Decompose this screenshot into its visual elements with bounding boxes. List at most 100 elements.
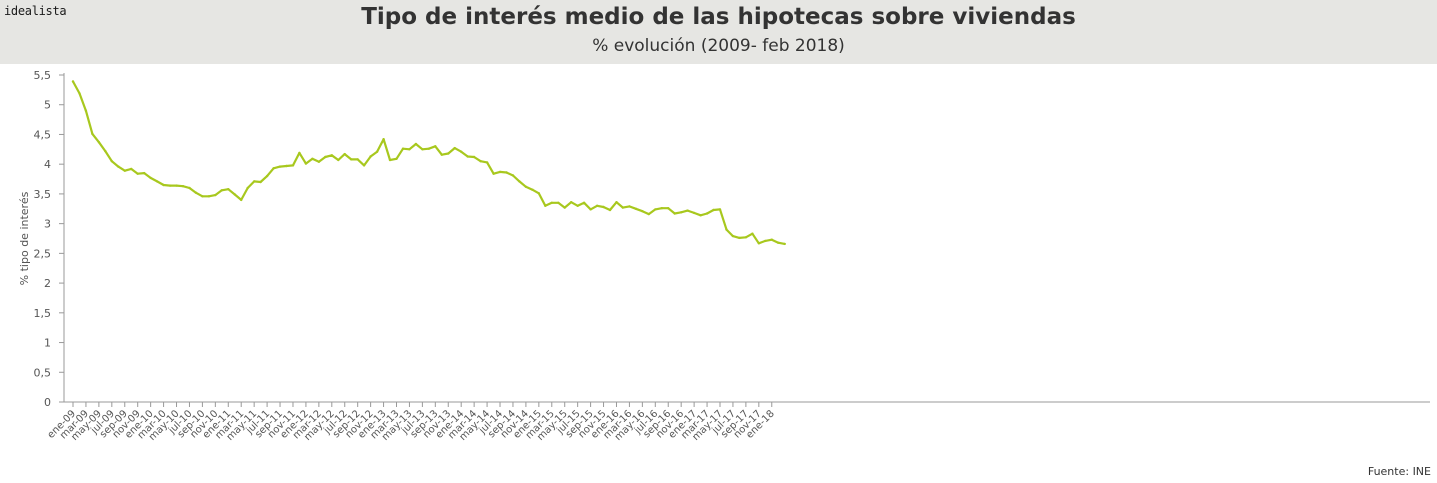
data-point: [311, 157, 314, 160]
data-point: [298, 151, 301, 155]
data-point: [427, 147, 430, 150]
data-point: [621, 206, 625, 209]
data-point: [246, 186, 249, 190]
data-point: [777, 241, 780, 244]
data-point: [143, 171, 146, 175]
y-tick-label: 5: [44, 99, 51, 112]
data-point: [466, 155, 469, 158]
data-point: [278, 165, 282, 168]
data-point: [71, 80, 75, 83]
data-point: [550, 201, 553, 204]
data-point: [350, 158, 353, 161]
data-point: [582, 201, 586, 204]
data-point: [330, 154, 333, 157]
data-point: [401, 147, 405, 150]
y-tick-label: 4,5: [34, 128, 52, 141]
data-point: [317, 160, 321, 163]
data-point: [356, 158, 359, 161]
y-tick-label: 4: [44, 158, 51, 171]
data-point: [673, 212, 676, 215]
y-axis-label: % tipo de interés: [18, 191, 31, 285]
data-point: [699, 214, 702, 217]
data-point: [595, 204, 599, 207]
data-point: [175, 184, 178, 187]
data-point: [537, 192, 540, 195]
data-point: [460, 150, 463, 153]
y-tick-label: 5,5: [34, 69, 52, 82]
data-point: [233, 193, 236, 196]
data-point: [117, 165, 120, 168]
data-point: [505, 171, 508, 174]
data-point: [447, 152, 450, 155]
data-point: [641, 210, 644, 213]
data-point: [479, 160, 482, 163]
data-point: [602, 205, 605, 209]
data-point: [343, 152, 346, 156]
data-point: [362, 164, 366, 167]
data-point: [291, 164, 295, 167]
data-point: [589, 208, 592, 211]
data-point: [272, 167, 275, 170]
data-point: [608, 208, 612, 212]
data-point: [168, 184, 172, 187]
data-point: [304, 162, 308, 165]
y-tick-label: 0: [44, 396, 51, 409]
y-tick-label: 2,5: [34, 247, 52, 260]
data-point: [136, 172, 139, 175]
data-point: [757, 242, 760, 245]
data-point: [188, 186, 191, 190]
data-point: [414, 142, 418, 146]
data-point: [162, 183, 165, 187]
data-point: [712, 208, 715, 212]
data-point: [738, 236, 741, 240]
data-point: [498, 170, 502, 174]
data-point: [421, 148, 424, 151]
data-point: [434, 145, 437, 148]
data-point: [531, 188, 534, 191]
data-point: [731, 234, 735, 238]
data-point: [453, 146, 456, 150]
data-point: [511, 174, 515, 177]
data-point: [214, 193, 217, 197]
y-tick-label: 1: [44, 337, 51, 350]
data-point: [744, 236, 748, 239]
data-point: [253, 180, 256, 183]
data-point: [705, 212, 709, 215]
data-point: [518, 180, 521, 183]
data-point: [770, 238, 773, 241]
series-line: [71, 80, 786, 245]
data-point: [557, 201, 560, 204]
data-point: [563, 206, 566, 209]
y-tick-label: 2: [44, 277, 51, 290]
data-point: [472, 155, 476, 159]
data-point: [123, 169, 127, 172]
data-point: [324, 155, 327, 159]
chart-title: Tipo de interés medio de las hipotecas s…: [361, 4, 1076, 30]
chart-header: idealista Tipo de interés medio de las h…: [0, 0, 1437, 64]
data-point: [570, 201, 573, 204]
data-point: [194, 191, 198, 194]
line-chart: 0 0,5 1 1,5 2 2,5 3 3,5 4 4,5 5 5,5 % tipo de interé…: [18, 69, 1430, 443]
data-point: [130, 167, 133, 171]
data-point: [240, 198, 243, 202]
data-point: [337, 158, 340, 162]
data-point: [485, 161, 489, 164]
data-point: [201, 195, 204, 198]
data-point: [110, 160, 114, 163]
data-point: [155, 180, 159, 183]
data-point: [388, 158, 392, 162]
data-point: [149, 176, 152, 180]
data-point: [692, 211, 696, 215]
data-point: [227, 188, 230, 191]
data-point: [718, 208, 722, 211]
data-point: [764, 239, 767, 243]
data-point: [265, 174, 269, 178]
data-point: [84, 109, 88, 112]
data-point: [181, 185, 185, 188]
data-point: [628, 205, 631, 208]
data-point: [634, 207, 638, 210]
data-point: [104, 149, 107, 153]
brand-logo: idealista: [4, 4, 67, 18]
data-point: [615, 201, 618, 204]
data-point: [375, 150, 379, 153]
